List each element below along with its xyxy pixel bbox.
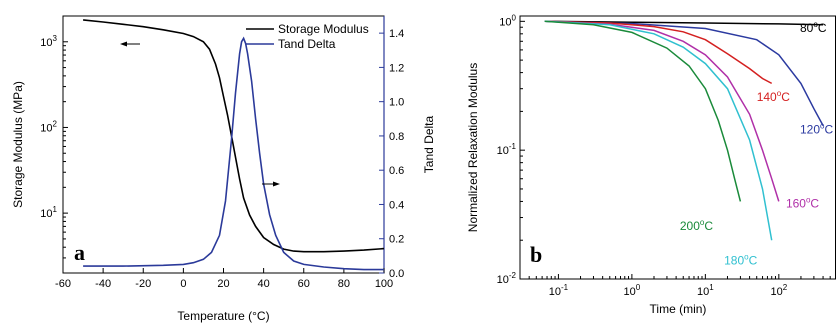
series-line-tand-delta [83, 36, 384, 271]
panel-b-chart: 10-1 100 101 102 100 10-1 10-2 Time (min) Normal… [466, 13, 836, 316]
x-tick-label: 20 [217, 278, 229, 290]
x-tick-label: 102 [770, 283, 787, 298]
x-tick-label: 100 [375, 278, 393, 290]
series-label-80c: 80oC [800, 20, 827, 35]
y-right-tick-label: 1.2 [389, 62, 404, 74]
series-label-160c: 160oC [786, 195, 819, 210]
y-right-tick-label: 0.6 [389, 165, 404, 177]
x-tick-label: -60 [55, 278, 71, 290]
panel-label-a: a [74, 240, 85, 265]
plot-frame-a [62, 15, 385, 274]
series-line-160c [544, 20, 780, 202]
x-tick-label: 60 [298, 278, 310, 290]
y-tick-label: 100 [499, 13, 516, 28]
series-label-140c: 140oC [757, 89, 790, 104]
y-right-tick-label: 0.4 [389, 199, 404, 211]
panel-label-b: b [530, 242, 542, 267]
x-tick-label: 80 [338, 278, 350, 290]
y-right-tick-label: 0.0 [389, 268, 404, 280]
series-line-140c [544, 20, 773, 85]
series-line-120c [544, 20, 824, 126]
x-axis-label: Temperature (°C) [177, 309, 269, 323]
series-line-180c [544, 20, 773, 241]
y-left-axis-label: Storage Modulus (MPa) [11, 81, 25, 208]
series-line-80c [544, 20, 824, 26]
arrow-head [273, 181, 280, 187]
y-left-tick-label: 101 [40, 205, 57, 220]
series-label-120c: 120oC [800, 121, 833, 136]
y-right-tick-label: 1.4 [389, 28, 404, 40]
y-axis-label: Normalized Relaxation Modulus [466, 63, 480, 232]
y-right-tick-label: 0.2 [389, 234, 404, 246]
legend-label: Storage Modulus [278, 22, 369, 36]
plot-frame-b [519, 15, 836, 280]
series-line-200c [544, 20, 742, 202]
y-left-tick-label: 103 [40, 34, 57, 49]
x-tick-label: 0 [180, 278, 186, 290]
x-axis-label: Time (min) [650, 302, 707, 316]
x-tick-label: 101 [697, 283, 714, 298]
series-label-180c: 180oC [724, 252, 757, 267]
x-tick-label: 10-1 [549, 283, 569, 298]
x-tick-label: -40 [95, 278, 111, 290]
arrow-head [120, 41, 127, 47]
series-label-200c: 200oC [680, 218, 713, 233]
y-left-tick-label: 102 [40, 119, 57, 134]
y-tick-label: 10-1 [497, 142, 517, 157]
y-right-tick-label: 0.8 [389, 131, 404, 143]
x-tick-label: 100 [624, 283, 641, 298]
panel-a-chart: -60 -40 -20 0 20 40 60 80 100 103 102 101 0.0 0.2 0.4 0… [11, 15, 436, 323]
x-tick-label: 40 [258, 278, 270, 290]
y-tick-label: 10-2 [497, 271, 517, 286]
arrow-to-left-axis [120, 41, 140, 47]
y-right-axis-label: Tand Delta [422, 115, 436, 173]
y-right-tick-label: 1.0 [389, 97, 404, 109]
series-line-storage-modulus [83, 19, 385, 253]
x-tick-label: -20 [135, 278, 151, 290]
arrow-to-right-axis [262, 181, 280, 187]
legend-label: Tand Delta [278, 37, 336, 51]
